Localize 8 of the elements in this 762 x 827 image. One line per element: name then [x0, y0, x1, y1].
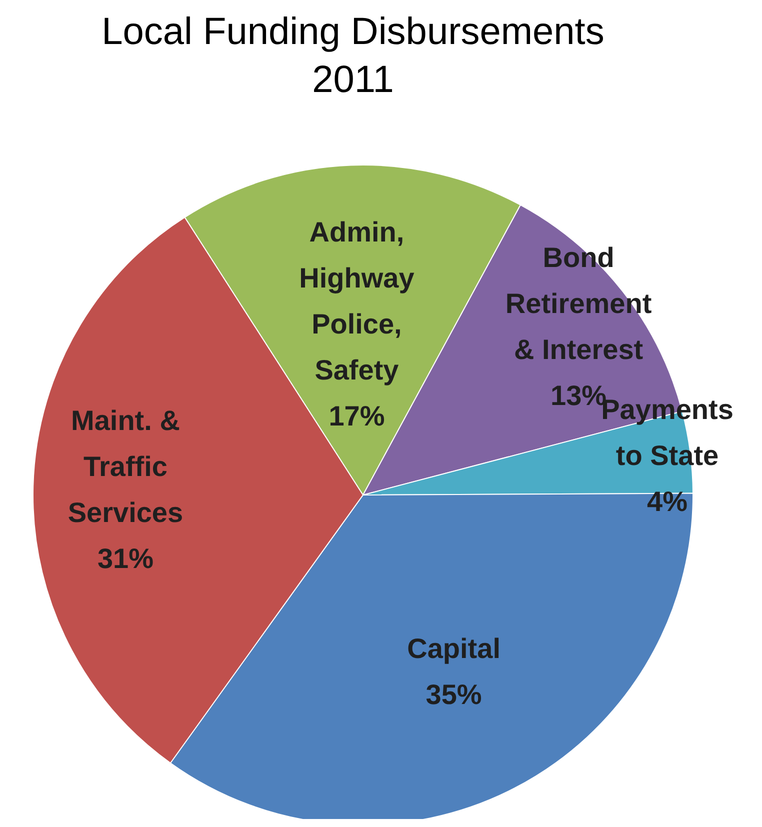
- data-label: 31%: [97, 542, 154, 574]
- data-label: 17%: [328, 400, 385, 432]
- slice-label: Admin, Highway Police, Safety: [299, 216, 415, 386]
- slice-label: Capital: [407, 632, 500, 664]
- slice-label: Maint. & Traffic Services: [68, 404, 184, 528]
- data-label: 35%: [426, 678, 482, 710]
- data-label: 4%: [647, 485, 688, 516]
- chart-title: Local Funding Disbursements 2011: [100, 10, 606, 103]
